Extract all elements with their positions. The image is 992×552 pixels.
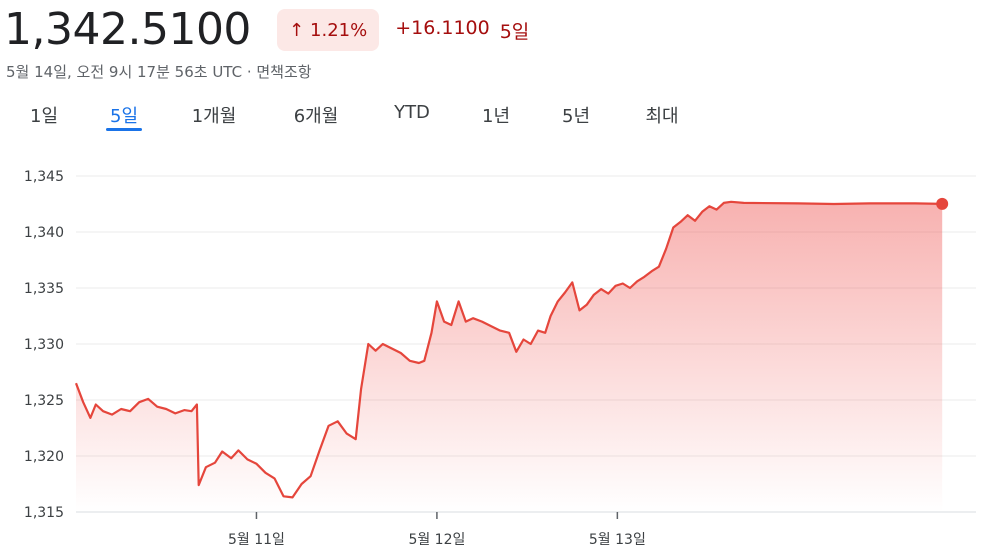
x-tick-label: 5월 12일 <box>408 532 465 548</box>
y-tick-label: 1,335 <box>24 281 64 297</box>
current-price: 1,342.5100 <box>4 4 251 55</box>
tab-1-year[interactable]: 1년 <box>481 106 511 127</box>
active-tab-indicator <box>106 128 142 131</box>
y-tick-label: 1,340 <box>24 225 64 241</box>
x-tick-label: 5월 11일 <box>228 532 285 548</box>
percent-change-value: 1.21% <box>310 19 368 41</box>
price-line <box>74 200 943 499</box>
tab-5-year[interactable]: 5년 <box>561 106 591 127</box>
tab-ytd[interactable]: YTD <box>394 102 430 123</box>
tab-1-day[interactable]: 1일 <box>29 106 59 127</box>
y-tick-label: 1,330 <box>24 337 64 353</box>
y-tick-label: 1,315 <box>24 505 64 521</box>
price-chart[interactable]: 1,345 1,340 1,335 1,330 1,325 1,320 1,315 5월 1… <box>0 140 992 552</box>
price-area-fill <box>76 201 943 513</box>
y-axis-labels: 1,345 1,340 1,335 1,330 1,325 1,320 1,315 <box>24 169 64 521</box>
absolute-change: +16.1100 5일 <box>395 17 529 44</box>
tab-1-month[interactable]: 1개월 <box>191 106 237 127</box>
y-tick-label: 1,320 <box>24 449 64 465</box>
latest-price-marker <box>936 197 949 210</box>
tab-5-day[interactable]: 5일 <box>109 106 139 127</box>
quote-header: 1,342.5100 ↑ 1.21% +16.1100 5일 <box>4 2 529 58</box>
percent-change-badge: ↑ 1.21% <box>276 9 380 51</box>
tab-6-month[interactable]: 6개월 <box>293 106 339 127</box>
arrow-up-icon: ↑ <box>288 19 305 41</box>
absolute-change-value: +16.1100 <box>395 16 490 39</box>
x-axis-labels: 5월 11일 5월 12일 5월 13일 <box>228 512 646 548</box>
y-tick-label: 1,325 <box>24 393 64 409</box>
change-period: 5일 <box>499 20 530 43</box>
x-tick-label: 5월 13일 <box>589 532 646 548</box>
range-tabs: 1일 5일 1개월 6개월 YTD 1년 5년 최대 <box>0 96 992 136</box>
quote-timestamp: 5월 14일, 오전 9시 17분 56초 UTC · 면책조항 <box>6 63 312 81</box>
tab-max[interactable]: 최대 <box>645 106 679 127</box>
y-tick-label: 1,345 <box>24 169 64 185</box>
